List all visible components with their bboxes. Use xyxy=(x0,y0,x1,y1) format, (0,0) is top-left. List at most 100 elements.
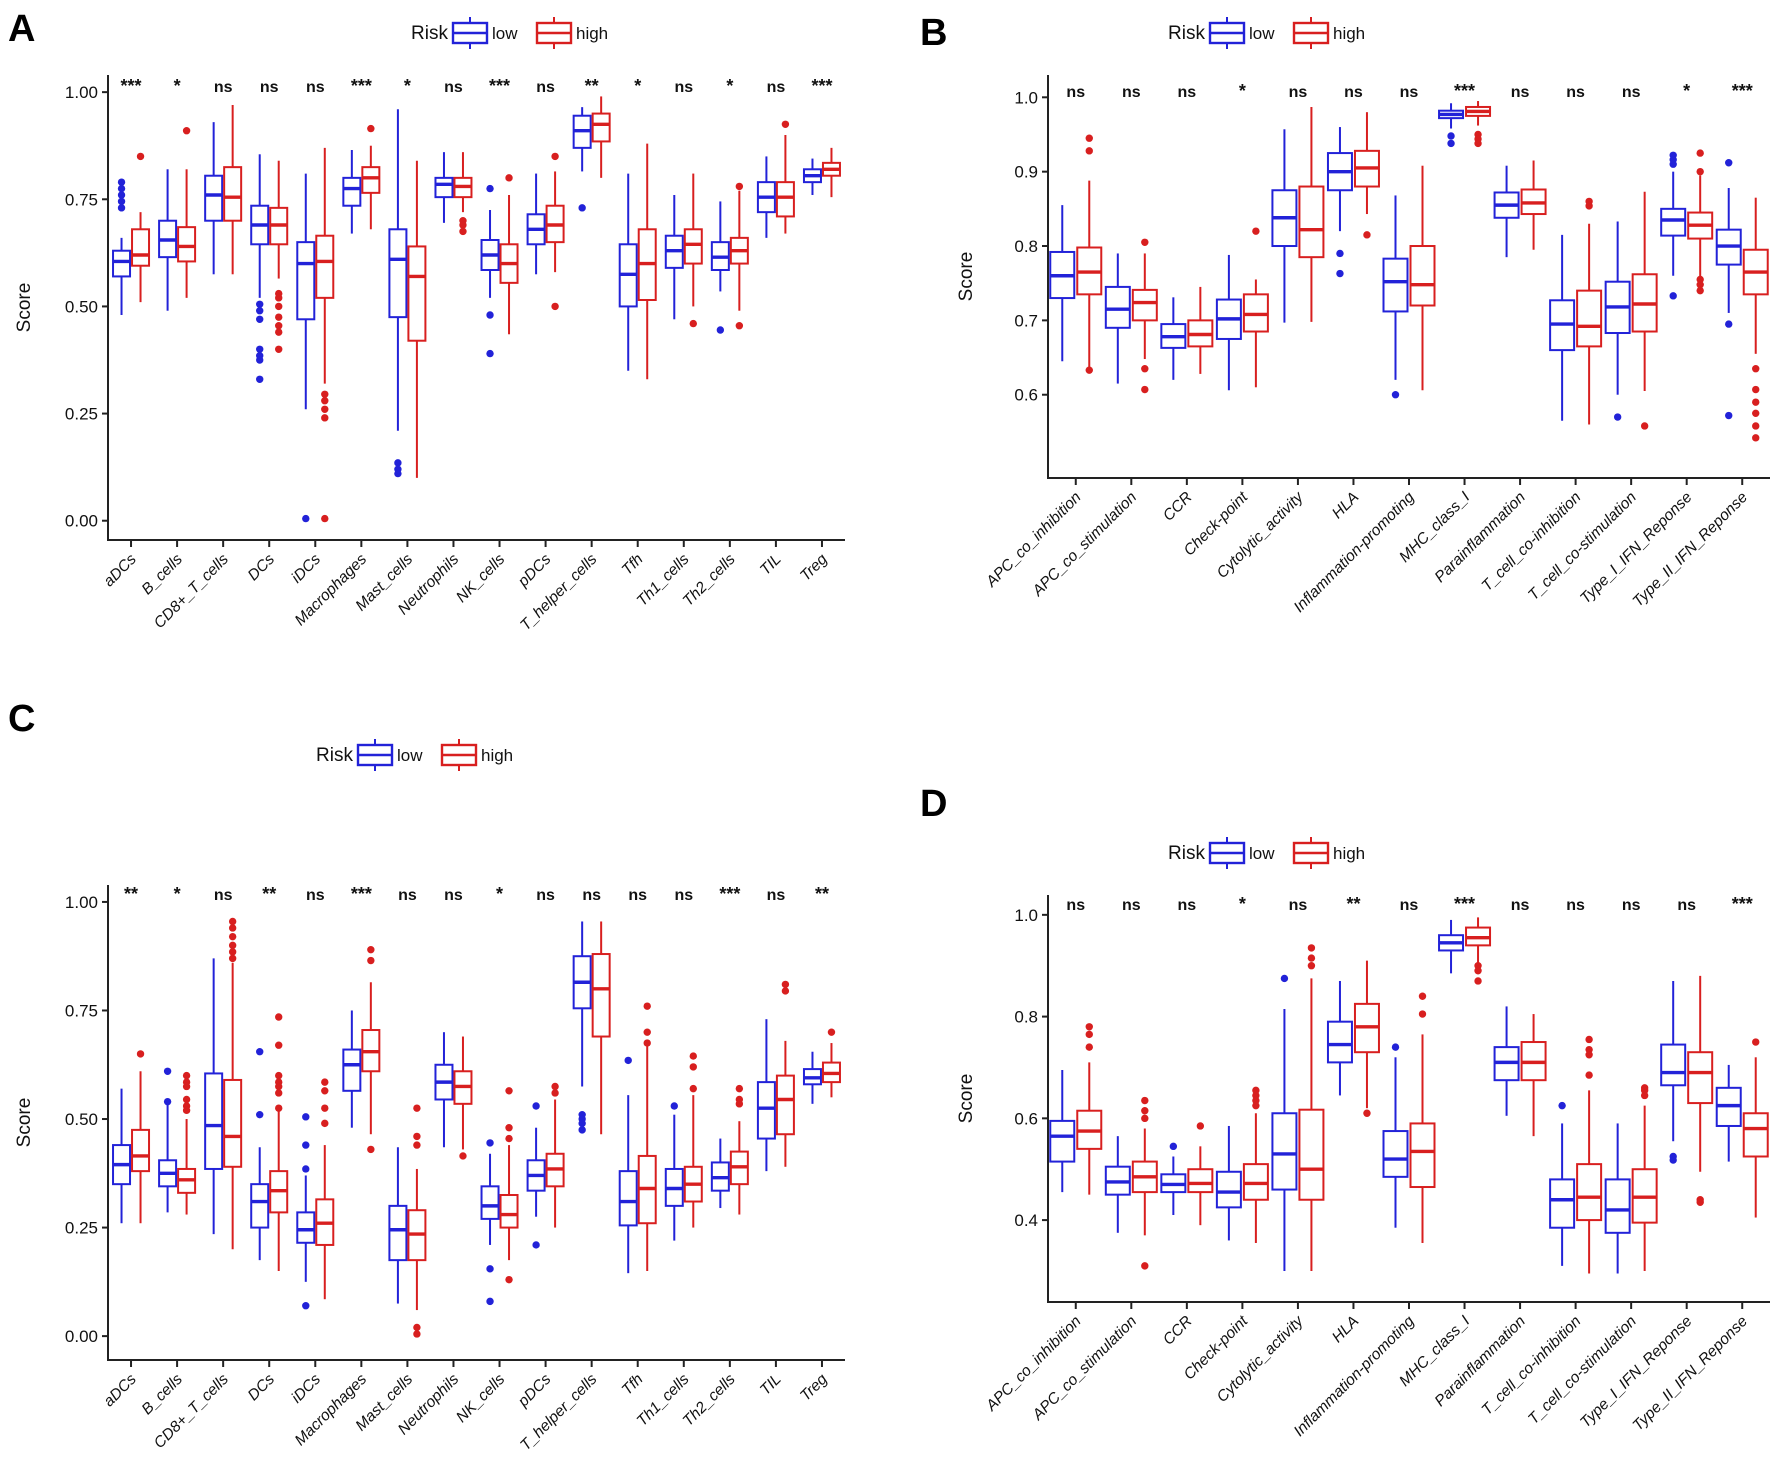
series-high xyxy=(131,96,841,523)
outlier-point xyxy=(275,1082,283,1091)
y-axis-ticks: 1.0 0.8 0.6 0.4 xyxy=(1014,906,1048,1230)
y-axis-title: Score xyxy=(14,283,35,333)
x-category-label: DCs xyxy=(245,1371,279,1405)
outlier-point xyxy=(551,302,559,311)
y-tick-label: 0.75 xyxy=(65,1001,98,1020)
outlier-point xyxy=(117,178,126,186)
legend-key-high-icon xyxy=(1292,17,1330,49)
axes xyxy=(107,885,845,1361)
outlier-point xyxy=(1669,292,1677,300)
box-low-MHC_class_I xyxy=(1438,919,1465,974)
sig-label: ns xyxy=(1122,84,1141,101)
x-category-label: T_cell_co-inhibition xyxy=(1479,489,1585,595)
box-high-Parainflammation xyxy=(1520,160,1547,250)
outlier-point xyxy=(1252,227,1260,235)
box-high-Parainflammation xyxy=(1520,1014,1547,1137)
box-high-TIL xyxy=(775,120,795,234)
panel-c-label: C xyxy=(8,698,36,740)
outlier-point xyxy=(578,1119,586,1128)
outlier-point xyxy=(505,174,513,182)
outlier-point xyxy=(275,345,283,353)
box-high-Tfh xyxy=(637,1002,657,1271)
box-high-Neutrophils xyxy=(453,1036,473,1160)
outlier-point xyxy=(1752,409,1760,418)
legend-label-high: high xyxy=(481,746,513,765)
outlier-point xyxy=(1085,1023,1093,1031)
legend-key-high-icon xyxy=(1292,837,1330,869)
box-low-Mast_cells xyxy=(388,1147,408,1304)
outlier-point xyxy=(1725,411,1733,420)
outlier-point xyxy=(1363,1109,1371,1117)
y-tick-label: 1.0 xyxy=(1014,906,1038,925)
legend-title: Risk xyxy=(411,23,448,44)
x-category-label: Treg xyxy=(797,1371,831,1405)
outlier-point xyxy=(505,1087,513,1095)
box-high-Tfh xyxy=(637,143,657,380)
box-high-MHC_class_I xyxy=(1465,917,1492,985)
sig-label: ** xyxy=(124,884,138,904)
outlier-point xyxy=(1391,391,1400,399)
box-high-Check-point xyxy=(1242,227,1269,388)
outlier-point xyxy=(716,326,725,334)
outlier-point xyxy=(1307,954,1316,962)
outlier-point xyxy=(486,1265,494,1273)
box-high-T_cell_co-inhibition xyxy=(1576,197,1603,425)
box-low-DCs xyxy=(250,1048,270,1261)
sig-label: ns xyxy=(214,887,233,904)
outlier-point xyxy=(532,1241,540,1249)
sig-label: ns xyxy=(1400,897,1419,914)
outlier-point xyxy=(1696,167,1704,176)
outlier-point xyxy=(256,315,264,323)
outlier-point xyxy=(321,397,329,405)
x-category-label: T_cell_co-stimulation xyxy=(1525,489,1640,604)
box-low-APC_co_stimulation xyxy=(1104,253,1131,384)
y-tick-label: 0.4 xyxy=(1014,1211,1038,1230)
outlier-point xyxy=(1141,1096,1149,1105)
y-tick-label: 0.8 xyxy=(1014,1008,1038,1027)
outlier-point xyxy=(1141,1114,1149,1123)
series-high xyxy=(1076,101,1769,442)
sig-label: *** xyxy=(121,76,142,96)
outlier-point xyxy=(505,1124,513,1132)
box-low-Type_II_IFN_Reponse xyxy=(1715,1064,1742,1162)
box-low-T_cell_co-stimulation xyxy=(1604,221,1631,421)
outlier-point xyxy=(827,1028,836,1036)
sig-label: ns xyxy=(1511,84,1530,101)
y-tick-label: 0.50 xyxy=(65,297,98,316)
outlier-point xyxy=(321,514,329,523)
outlier-point xyxy=(228,948,237,956)
box-high-Th1_cells xyxy=(683,173,703,328)
outlier-point xyxy=(1752,385,1760,394)
outlier-point xyxy=(459,1152,467,1160)
outlier-point xyxy=(1613,413,1622,421)
outlier-point xyxy=(256,1048,264,1056)
panel-B: B 1.0 0.9 0.8 0.7 0.6 Score Risk low high ns ns ns *… xyxy=(890,0,1772,690)
sig-label: ** xyxy=(585,76,599,96)
box-high-T_cell_co-stimulation xyxy=(1631,1084,1658,1271)
outlier-point xyxy=(486,311,494,319)
outlier-point xyxy=(1307,944,1316,952)
box-high-Macrophages xyxy=(361,124,381,230)
outlier-point xyxy=(275,328,283,336)
y-axis-title: Score xyxy=(956,252,977,302)
outlier-point xyxy=(1447,132,1455,140)
box-low-Cytolytic_activity xyxy=(1271,129,1298,323)
y-axis-ticks: 1.00 0.75 0.50 0.25 0.00 xyxy=(65,893,108,1346)
outlier-point xyxy=(735,1100,744,1108)
outlier-point xyxy=(1725,320,1733,328)
outlier-point xyxy=(413,1104,421,1112)
y-tick-label: 0.7 xyxy=(1014,311,1038,330)
outlier-point xyxy=(1752,1038,1760,1046)
outlier-point xyxy=(1252,1091,1260,1100)
box-low-aDCs xyxy=(112,178,132,315)
outlier-point xyxy=(275,1104,283,1112)
box-high-Inflammation-promoting xyxy=(1409,165,1436,391)
outlier-point xyxy=(1307,962,1316,970)
box-low-Check-point xyxy=(1215,254,1242,391)
x-category-label: iDCs xyxy=(288,551,324,587)
axes xyxy=(107,75,845,541)
box-high-T_helper_cells xyxy=(591,96,611,178)
sig-label: ns xyxy=(536,887,555,904)
sig-label: ** xyxy=(1346,894,1360,914)
box-high-DCs xyxy=(269,1013,289,1271)
